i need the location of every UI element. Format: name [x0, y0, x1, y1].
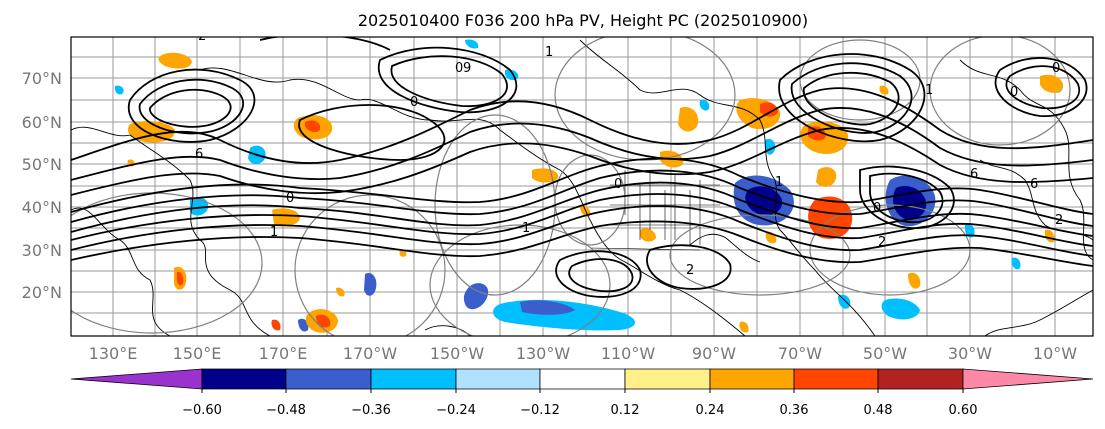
contour-label: 2 [686, 263, 694, 278]
contour-label: 2 [198, 29, 206, 44]
coastlines [71, 39, 1093, 336]
colorbar-cell [285, 368, 372, 390]
latitude-label: 50°N [22, 155, 62, 174]
colorbar-tick-label: −0.60 [182, 403, 222, 418]
contour-label: 2 [1055, 213, 1063, 228]
longitude-label: 170°E [259, 344, 308, 363]
colorbar-tick-label: 0.48 [864, 403, 893, 418]
contour-label: 0 [455, 61, 463, 76]
longitude-label: 170°W [343, 344, 398, 363]
longitude-label: 10°W [1033, 344, 1077, 363]
contour-label: 0 [873, 201, 881, 216]
contour-label: 0 [614, 177, 622, 192]
colorbar: −0.60 −0.48 −0.36 −0.24 −0.12 0.12 0.24 0.36 0.4… [70, 368, 1094, 418]
colorbar-cell [709, 368, 795, 390]
contour-label: 0 [1010, 85, 1018, 100]
longitude-labels: 130°E 150°E 170°E 170°W 150°W 130°W 110°W 90°W 7… [89, 344, 1078, 363]
contour-label: 0 [286, 191, 294, 206]
pv-positive-anomaly-fills [127, 52, 1063, 333]
latitude-label: 20°N [22, 283, 62, 302]
colorbar-tick-label: −0.36 [351, 403, 391, 418]
longitude-label: 130°E [89, 344, 138, 363]
graticule [71, 37, 1093, 336]
contour-value-labels: 2 1 0 6 0 1 0 2 1 0 6 0 1 0 1 2 0 2 9 6 [195, 29, 1063, 278]
colorbar-tick-label: 0.12 [611, 403, 640, 418]
contour-label: 9 [463, 61, 471, 76]
colorbar-cell [370, 368, 457, 390]
colorbar-tick-label: −0.48 [266, 403, 306, 418]
latitude-labels: 70°N 60°N 50°N 40°N 30°N 20°N [22, 69, 62, 302]
contour-label: 0 [1052, 61, 1060, 76]
longitude-label: 50°W [863, 344, 907, 363]
contour-label: 1 [925, 83, 933, 98]
map-title: 2025010400 F036 200 hPa PV, Height PC (2… [358, 11, 808, 30]
colorbar-cell [201, 368, 287, 390]
colorbar-tick-label: −0.12 [520, 403, 560, 418]
longitude-label: 110°W [601, 344, 656, 363]
contour-label: 2 [878, 235, 886, 250]
colorbar-cell [70, 368, 203, 390]
longitude-label: 150°E [173, 344, 222, 363]
contour-label: 6 [1030, 177, 1038, 192]
colorbar-tick-label: 0.24 [696, 403, 725, 418]
colorbar-tick-label: 0.36 [780, 403, 809, 418]
colorbar-cell [793, 368, 879, 390]
latitude-label: 60°N [22, 113, 62, 132]
contour-label: 1 [522, 221, 530, 236]
contour-label: 6 [195, 147, 203, 162]
contour-label: 1 [270, 225, 278, 240]
colorbar-cell [624, 368, 711, 390]
colorbar-tick-labels: −0.60 −0.48 −0.36 −0.24 −0.12 0.12 0.24 0.36 0.4… [182, 389, 977, 418]
political-boundaries [589, 170, 720, 251]
colorbar-cell [455, 368, 541, 390]
colorbar-tick-label: −0.24 [436, 403, 476, 418]
longitude-label: 150°W [430, 344, 485, 363]
height-contours [71, 37, 1093, 298]
latitude-label: 70°N [22, 69, 62, 88]
contour-label: 1 [545, 45, 553, 60]
latitude-label: 40°N [22, 198, 62, 217]
colorbar-cell [539, 368, 626, 390]
longitude-label: 130°W [516, 344, 571, 363]
longitude-label: 30°W [948, 344, 992, 363]
colorbar-cells [70, 368, 1094, 390]
map-panel: 2 1 0 6 0 1 0 2 1 0 6 0 1 0 1 2 0 2 9 6 [70, 29, 1094, 337]
longitude-label: 70°W [778, 344, 822, 363]
trajectory-circles [71, 37, 1071, 336]
colorbar-cell [962, 368, 1094, 390]
latitude-label: 30°N [22, 241, 62, 260]
longitude-label: 90°W [692, 344, 736, 363]
contour-label: 6 [970, 167, 978, 182]
colorbar-cell [877, 368, 964, 390]
contour-label: 0 [410, 95, 418, 110]
colorbar-tick-label: 0.60 [949, 403, 978, 418]
contour-label: 1 [775, 175, 783, 190]
map-frame [70, 36, 1094, 337]
